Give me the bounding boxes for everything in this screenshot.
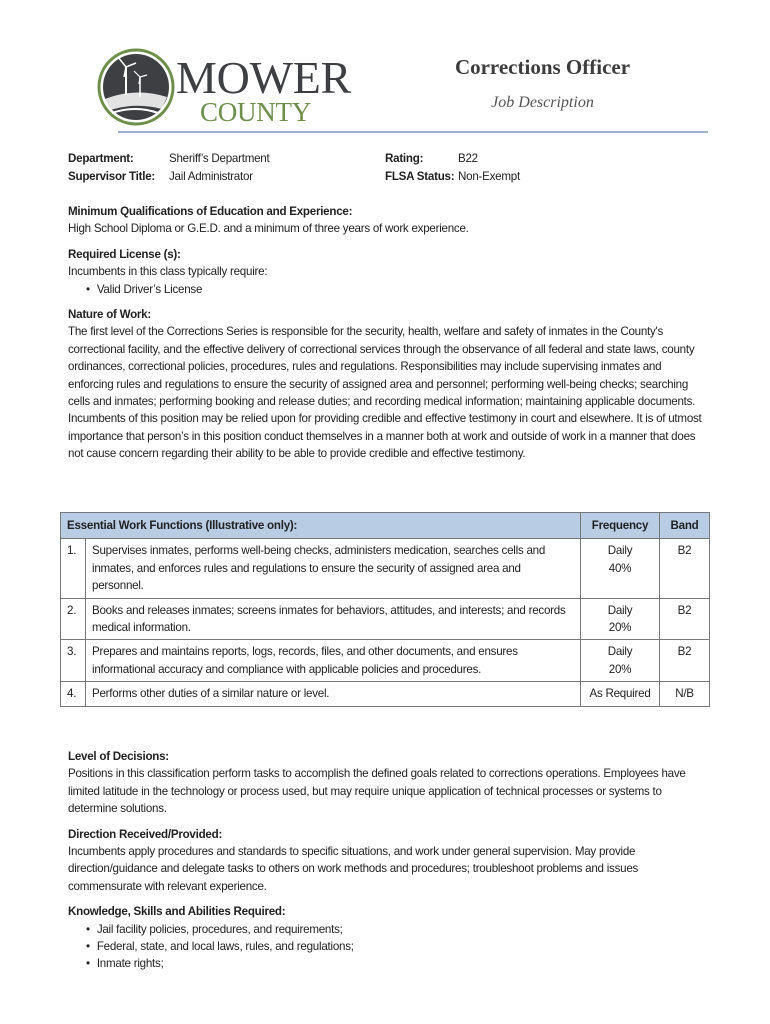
license-item: Valid Driver’s License (86, 281, 708, 298)
direction-heading: Direction Received/Provided: (68, 827, 223, 841)
row-band: B2 (659, 538, 710, 599)
row-function: Books and releases inmates; screens inma… (85, 597, 581, 641)
row-function: Prepares and maintains reports, logs, re… (85, 639, 581, 683)
row-band: N/B (659, 681, 710, 707)
department-value: Sheriff’s Department (169, 152, 270, 165)
qualifications-text: High School Diploma or G.E.D. and a mini… (68, 222, 469, 236)
meta-left: Department: Sheriff’s Department Supervis… (68, 150, 270, 186)
percent: 40% (608, 561, 632, 575)
table-row: 1. Supervises inmates, performs well-bein… (60, 538, 710, 599)
ksa-item: Jail facility policies, procedures, and … (86, 921, 708, 938)
row-function: Supervises inmates, performs well-being … (85, 538, 581, 599)
decisions-text: Positions in this classification perform… (68, 767, 686, 816)
table-row: 4. Performs other duties of a similar nat… (60, 681, 710, 707)
mower-county-logo: MOWER COUNTY (96, 47, 356, 127)
flsa-label: FLSA Status: (385, 170, 455, 183)
page-title: Corrections Officer (454, 55, 631, 79)
row-frequency: As Required (580, 681, 660, 707)
row-frequency: Daily 20% (580, 597, 660, 641)
table-row: 2. Books and releases inmates; screens in… (60, 597, 710, 641)
lower-sections: Level of Decisions: Positions in this cl… (68, 740, 708, 973)
ksa-item: Inmate rights; (86, 955, 708, 972)
row-number: 4. (60, 681, 86, 707)
row-frequency: Daily 40% (580, 538, 660, 599)
meta-right: Rating: B22 FLSA Status: Non-Exempt (385, 150, 520, 186)
license-text: Incumbents in this class typically requi… (68, 265, 268, 279)
row-band: B2 (659, 597, 710, 641)
table-row: 3. Prepares and maintains reports, logs, … (60, 639, 710, 683)
rating-value: B22 (458, 152, 478, 165)
nature-heading: Nature of Work: (68, 308, 151, 322)
row-function: Performs other duties of a similar natur… (85, 681, 581, 707)
frequency: Daily (607, 603, 633, 617)
functions-header: Essential Work Functions (Illustrative o… (60, 511, 581, 540)
frequency: Daily (607, 645, 633, 659)
header-divider (118, 131, 708, 133)
department-label: Department: (68, 152, 134, 165)
percent: 20% (608, 662, 632, 676)
table-header-row: Essential Work Functions (Illustrative o… (60, 511, 710, 540)
row-number: 3. (60, 639, 86, 683)
frequency: Daily (607, 544, 633, 558)
row-number: 1. (60, 538, 86, 599)
frequency-header: Frequency (580, 511, 660, 540)
percent: 20% (608, 621, 632, 635)
logo-mower: MOWER (176, 52, 352, 103)
flsa-value: Non-Exempt (458, 170, 520, 183)
logo-county: COUNTY (200, 97, 311, 127)
rating-label: Rating: (385, 152, 424, 165)
ksa-heading: Knowledge, Skills and Abilities Required… (68, 905, 286, 919)
ksa-item: Federal, state, and local laws, rules, a… (86, 938, 708, 955)
row-number: 2. (60, 597, 86, 641)
row-band: B2 (659, 639, 710, 683)
work-functions-table: Essential Work Functions (Illustrative o… (60, 511, 710, 707)
row-frequency: Daily 20% (580, 639, 660, 683)
band-header: Band (659, 511, 710, 540)
direction-text: Incumbents apply procedures and standard… (68, 845, 639, 893)
decisions-heading: Level of Decisions: (68, 750, 169, 763)
supervisor-label: Supervisor Title: (68, 170, 156, 183)
qualifications-heading: Minimum Qualifications of Education and … (68, 205, 353, 218)
supervisor-value: Jail Administrator (169, 170, 253, 183)
body-sections: Minimum Qualifications of Education and … (68, 195, 708, 463)
license-heading: Required License (s): (68, 247, 181, 261)
page-subtitle: Job Description (491, 94, 594, 111)
nature-text: The first level of the Corrections Serie… (68, 325, 702, 461)
